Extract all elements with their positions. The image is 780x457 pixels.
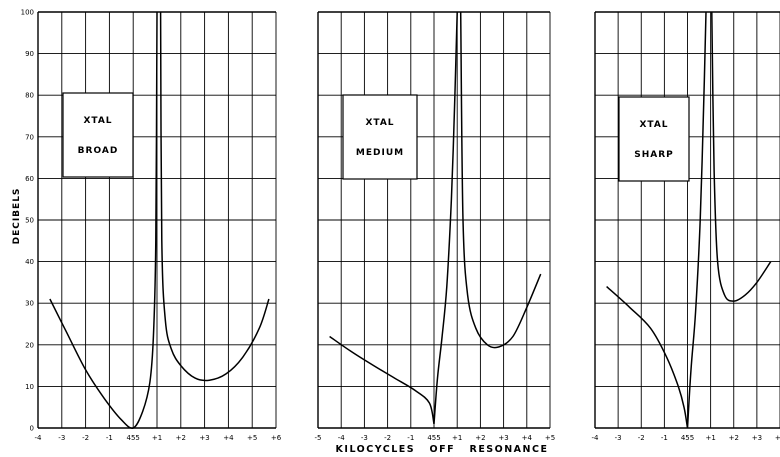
y-tick-label: 60 [25,175,34,183]
x-tick-label: -1 [661,434,668,442]
x-tick-label: -2 [384,434,391,442]
x-tick-label: +4 [522,434,533,442]
response-curve [686,11,707,429]
x-tick-label: -4 [35,434,43,442]
y-tick-label: 10 [25,383,34,391]
response-curve [459,11,542,349]
x-tick-label: +3 [498,434,508,442]
y-tick-label: 100 [21,9,34,17]
x-tick-label: +2 [475,434,485,442]
mode-label-text: XTAL [365,118,394,128]
x-tick-label: +3 [199,434,209,442]
chart-panel-1: -4 -3 -2 -1 455 +1 +2 +3 +4 +5 +610090807060504030… [21,9,282,443]
y-tick-label: 80 [25,92,34,100]
x-tick-label: +1 [705,434,715,442]
y-tick-label: 40 [25,258,34,266]
x-tick-label: -4 [592,434,600,442]
mode-label-text: XTAL [83,116,112,126]
x-tick-label: +1 [452,434,462,442]
x-tick-label: -1 [106,434,113,442]
mode-label-text: XTAL [639,120,668,130]
y-tick-label: 30 [25,300,34,308]
mode-label-box [618,96,690,182]
x-tick-label: 455 [427,434,440,442]
x-tick-label: -5 [315,434,322,442]
chart-panel-2: -5 -4 -3 -2 -1 455 +1 +2 +3 +4 +5 XTAL MEDIUM [315,11,555,442]
response-curve [49,11,158,429]
mode-label-text: BROAD [78,146,119,156]
y-tick-label: 50 [25,217,34,225]
x-tick-label: +3 [752,434,762,442]
x-tick-label: -3 [615,434,622,442]
x-tick-label: -3 [58,434,65,442]
response-curve [159,11,270,382]
x-tick-label: +5 [247,434,257,442]
response-curve [329,335,435,424]
y-axis-label: DECIBELS [12,188,22,245]
x-tick-label: +1 [152,434,162,442]
x-tick-label: +6 [271,434,282,442]
y-tick-label: 20 [25,341,34,349]
x-tick-label: -2 [638,434,645,442]
x-tick-label: +5 [545,434,555,442]
x-tick-label: +2 [729,434,739,442]
x-axis-label: KILOCYCLES OFF RESONANCE [336,444,549,455]
x-tick-label: -1 [407,434,414,442]
x-tick-label: +4 [775,434,780,442]
mode-label-text: SHARP [634,150,674,160]
mode-label-text: MEDIUM [356,148,404,158]
response-curve [606,286,689,429]
response-curve [433,11,458,424]
y-tick-label: 90 [25,50,34,58]
x-tick-label: -3 [361,434,368,442]
x-tick-label: -2 [82,434,89,442]
y-tick-label: 70 [25,133,34,141]
x-tick-label: +4 [223,434,234,442]
chart-panel-3: -4 -3 -2 -1 455 +1 +2 +3 +4 XTAL SHARP [592,11,780,442]
response-curve [711,11,772,302]
x-tick-label: 455 [127,434,140,442]
x-tick-label: -4 [338,434,346,442]
mode-label-box [62,92,134,178]
y-tick-label: 0 [30,425,34,433]
x-tick-label: +2 [176,434,186,442]
x-tick-label: 455 [681,434,694,442]
mode-label-box [342,94,418,180]
